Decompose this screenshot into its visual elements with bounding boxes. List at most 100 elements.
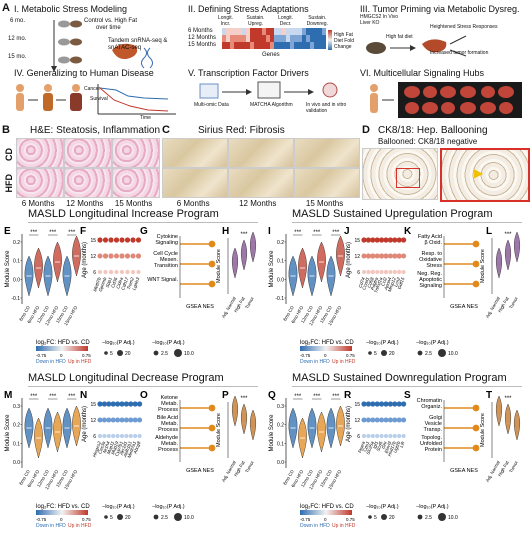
dot xyxy=(124,433,129,439)
sig-stars: *** xyxy=(294,394,302,400)
b-time-15: 15 Months xyxy=(114,199,153,208)
gene-label: Ghr xyxy=(381,440,388,449)
dot xyxy=(396,417,402,423)
heatmap-cell xyxy=(274,28,278,35)
p-size-label: 2.5 xyxy=(425,515,432,521)
mouse-icon xyxy=(366,42,386,54)
dot xyxy=(361,401,367,407)
heatmap-cell xyxy=(266,28,270,35)
dot xyxy=(119,269,125,275)
dot xyxy=(106,401,112,407)
heatmap-cell xyxy=(278,35,282,42)
age-axis-label: Age (months) xyxy=(82,406,88,442)
panel-v-diagram xyxy=(199,81,338,99)
p-legend-title: −log₁₀(P Adj.) xyxy=(366,504,399,510)
gsea-term: Chromatin xyxy=(417,398,442,404)
iii-stress: Heightened Stress Responses xyxy=(430,24,498,30)
heatmap-cell xyxy=(302,42,306,49)
dot xyxy=(365,401,371,407)
dot xyxy=(401,237,407,243)
timepoint-15mo: 15 mo. xyxy=(8,54,27,60)
fc-max: 0.75 xyxy=(346,517,355,522)
p-legend-title: −log₁₀(P Adj.) xyxy=(102,504,135,510)
dot xyxy=(401,433,406,439)
gsea-term: Metab. xyxy=(161,401,178,407)
panel-label-e: E xyxy=(4,226,11,237)
gsea-axis-label: GSEA NES xyxy=(186,304,214,310)
fc-zero: 0 xyxy=(60,517,63,522)
dot xyxy=(123,417,129,423)
panel-label-i: I xyxy=(268,226,271,237)
gsea-term: Vesicle xyxy=(425,421,442,427)
p-size-dot xyxy=(104,351,108,355)
section-divider xyxy=(292,222,522,223)
heatmap-cell xyxy=(294,35,298,42)
sr-hfd-15 xyxy=(294,168,360,198)
c-time-labels: 6 Months 12 Months 15 Months xyxy=(162,199,358,208)
h-violin xyxy=(504,239,512,271)
row-cd: CD xyxy=(4,148,14,161)
heatmap-cell xyxy=(234,42,238,49)
sig-stars: *** xyxy=(313,230,321,236)
gsea-term: Process xyxy=(158,407,178,413)
lollipop-head xyxy=(472,404,480,412)
dot xyxy=(401,269,406,275)
heatmap-cell xyxy=(222,28,226,35)
iii-diagram xyxy=(366,35,467,57)
heatmap-cell xyxy=(242,42,246,49)
heatmap-cell xyxy=(322,42,326,49)
gene-label: Cd68 xyxy=(366,276,375,288)
p-size-dot xyxy=(438,513,446,521)
liver-icon xyxy=(422,39,447,53)
dot xyxy=(396,253,402,259)
heatmap-cell xyxy=(222,42,226,49)
heatmap-cell xyxy=(306,35,310,42)
panel-label-a: A xyxy=(2,2,10,14)
fc-zero: 0 xyxy=(324,517,327,522)
heatmap-cell xyxy=(310,35,314,42)
heatmap-cell xyxy=(230,28,234,35)
gene-label: Pdgfra xyxy=(370,276,379,291)
dot xyxy=(128,417,134,423)
heatmap-cell xyxy=(290,28,294,35)
gene-label: Akr1d1 xyxy=(118,440,128,457)
dot xyxy=(97,401,103,407)
heatmap-cell xyxy=(246,35,250,42)
dot xyxy=(392,401,398,407)
dot xyxy=(374,253,380,259)
he-hfd-6 xyxy=(16,168,64,198)
heatmap-cell xyxy=(314,35,318,42)
dot xyxy=(370,237,376,243)
he-cd-15 xyxy=(112,138,160,168)
dot xyxy=(115,417,121,423)
dot xyxy=(97,253,103,259)
fc-min: -0.75 xyxy=(36,353,47,358)
h-violin xyxy=(504,403,512,435)
dot xyxy=(102,253,109,259)
dot xyxy=(383,237,389,243)
dot xyxy=(387,401,393,407)
h-sig-stars: *** xyxy=(504,232,512,238)
heatmap-cell xyxy=(302,35,306,42)
p-size-dot xyxy=(381,350,387,356)
p-size-dot xyxy=(381,514,387,520)
sig-stars: *** xyxy=(30,394,38,400)
sr-hfd-6 xyxy=(162,168,228,198)
y-tick-label: 0.1 xyxy=(277,259,284,265)
dot xyxy=(365,253,371,259)
fc-legend-title: log₂FC: HFD vs. CD xyxy=(300,340,354,346)
dot xyxy=(97,269,103,275)
age-tick: 12 xyxy=(90,418,96,424)
dot xyxy=(119,237,125,243)
panel-vi-diagram xyxy=(370,82,522,118)
panel-label-o: O xyxy=(140,390,148,401)
gene-label: Nr1h4 xyxy=(102,440,111,454)
gsea-axis-label: GSEA NES xyxy=(450,304,478,310)
dot xyxy=(379,417,385,423)
y-tick-label: 0.0 xyxy=(13,460,20,466)
section-title: MASLD Sustained Upregulation Program xyxy=(292,208,493,220)
gsea-term: Process xyxy=(158,447,178,453)
heatmap-cell xyxy=(258,28,262,35)
h-sig-stars: *** xyxy=(240,232,248,238)
